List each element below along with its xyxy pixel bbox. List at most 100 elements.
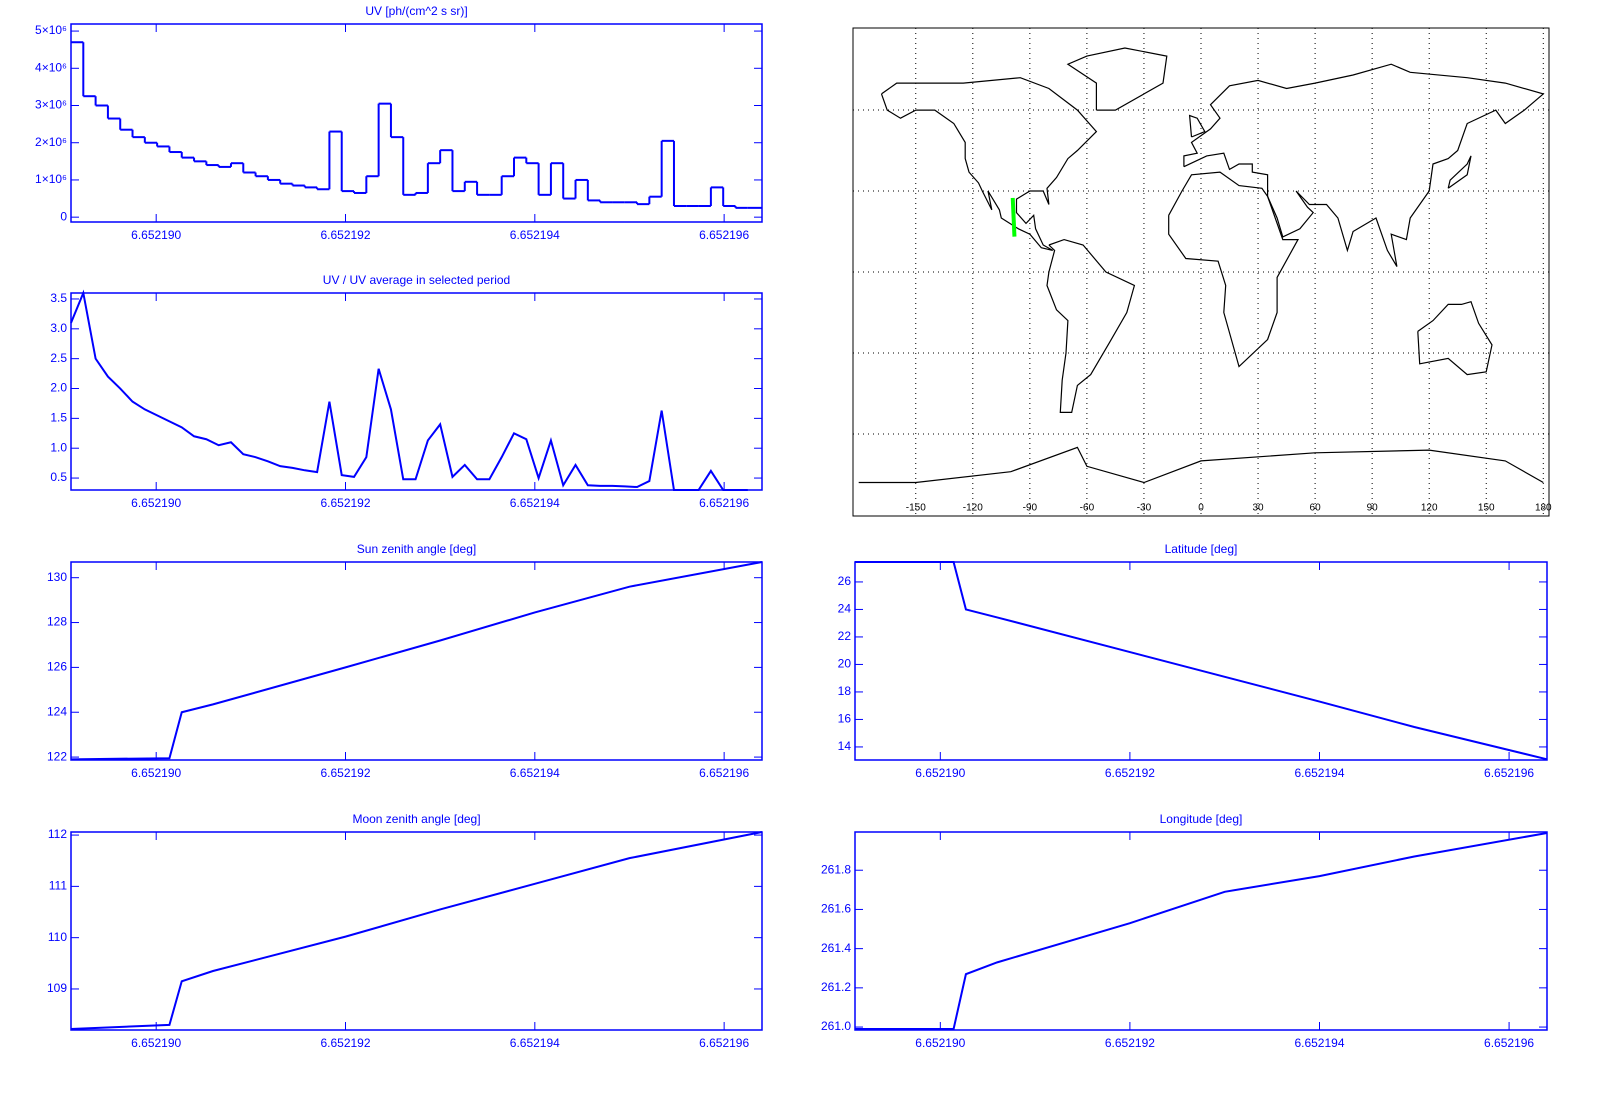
chart-title: Longitude [deg] xyxy=(1160,812,1243,826)
x-tick-label: 6.652194 xyxy=(510,496,560,510)
y-tick-label: 4×10⁶ xyxy=(35,60,67,74)
plot-frame xyxy=(854,561,1548,761)
y-tick-label: 1.5 xyxy=(50,411,67,425)
coastline xyxy=(858,446,1544,484)
y-tick-label: 5×10⁶ xyxy=(35,23,67,37)
y-tick-label: 2×10⁶ xyxy=(35,135,67,149)
data-line xyxy=(855,561,1548,761)
x-tick-label: 6.652196 xyxy=(1484,1036,1534,1050)
data-line xyxy=(855,831,1548,1031)
y-tick-label: 109 xyxy=(47,981,67,995)
x-tick-label: -60 xyxy=(1080,503,1095,514)
x-tick-label: 6.652192 xyxy=(320,766,370,780)
data-line xyxy=(70,831,763,1030)
data-line xyxy=(70,561,763,761)
x-tick-label: 6.652196 xyxy=(1484,766,1534,780)
y-tick-label: 2.5 xyxy=(50,351,67,365)
orbit-track xyxy=(1010,197,1017,237)
y-tick-label: 110 xyxy=(48,930,67,944)
data-line xyxy=(70,289,748,491)
chart-title: Sun zenith angle [deg] xyxy=(357,542,476,556)
x-tick-label: 6.652192 xyxy=(1105,766,1155,780)
x-tick-label: 6.652190 xyxy=(131,1036,181,1050)
x-tick-label: 6.652192 xyxy=(320,1036,370,1050)
x-tick-label: 30 xyxy=(1252,503,1264,514)
plot-frame xyxy=(70,561,763,761)
x-tick-label: 6.652196 xyxy=(699,496,749,510)
x-tick-label: 6.652190 xyxy=(915,766,965,780)
coastline xyxy=(1417,300,1493,376)
y-tick-label: 1.0 xyxy=(50,440,67,454)
x-tick-label: 6.652190 xyxy=(915,1036,965,1050)
y-tick-label: 3.5 xyxy=(50,291,67,305)
x-tick-label: 6.652196 xyxy=(699,1036,749,1050)
x-tick-label: 150 xyxy=(1478,503,1495,514)
x-tick-label: 0 xyxy=(1198,503,1204,514)
x-tick-label: 180 xyxy=(1535,503,1552,514)
coastline xyxy=(1183,63,1545,267)
x-tick-label: 6.652194 xyxy=(510,766,560,780)
x-tick-label: 6.652196 xyxy=(699,228,749,242)
x-tick-label: 6.652192 xyxy=(320,496,370,510)
y-tick-label: 261.2 xyxy=(821,980,851,994)
x-tick-label: 6.652190 xyxy=(131,766,181,780)
y-tick-label: 124 xyxy=(47,704,67,718)
coastline xyxy=(1066,47,1168,111)
coastline xyxy=(1188,114,1206,138)
y-tick-label: 112 xyxy=(48,827,67,841)
x-tick-label: -150 xyxy=(906,503,926,514)
chart-title: UV [ph/(cm^2 s sr)] xyxy=(365,4,467,18)
plot-frame xyxy=(70,831,763,1031)
y-tick-label: 0.5 xyxy=(50,470,67,484)
x-tick-label: 90 xyxy=(1367,503,1379,514)
x-tick-label: 6.652196 xyxy=(699,766,749,780)
y-tick-label: 261.4 xyxy=(821,941,851,955)
y-tick-label: 111 xyxy=(49,879,68,893)
chart-title: Moon zenith angle [deg] xyxy=(352,812,480,826)
x-tick-label: 6.652190 xyxy=(131,496,181,510)
coastline xyxy=(1168,171,1300,368)
x-tick-label: -90 xyxy=(1023,503,1038,514)
y-tick-label: 0 xyxy=(60,209,67,223)
x-tick-label: 6.652194 xyxy=(1294,766,1344,780)
coastline xyxy=(1447,155,1472,189)
x-tick-label: -30 xyxy=(1137,503,1152,514)
x-tick-label: 6.652192 xyxy=(320,228,370,242)
plot-frame xyxy=(70,23,763,223)
y-tick-label: 26 xyxy=(838,574,852,588)
chart-title: Latitude [deg] xyxy=(1165,542,1238,556)
y-tick-label: 20 xyxy=(838,657,852,671)
y-tick-label: 2.0 xyxy=(50,381,67,395)
x-tick-label: 120 xyxy=(1421,503,1438,514)
coastline xyxy=(880,77,1098,251)
y-tick-label: 261.8 xyxy=(821,862,851,876)
y-tick-label: 128 xyxy=(47,615,67,629)
y-tick-label: 14 xyxy=(838,739,852,753)
y-tick-label: 3.0 xyxy=(50,321,67,335)
y-tick-label: 261.0 xyxy=(821,1019,851,1033)
x-tick-label: 60 xyxy=(1310,503,1322,514)
coastline xyxy=(1046,238,1136,413)
x-tick-label: 6.652194 xyxy=(1294,1036,1344,1050)
y-tick-label: 261.6 xyxy=(821,902,851,916)
x-tick-label: 6.652190 xyxy=(131,228,181,242)
y-tick-label: 126 xyxy=(47,660,67,674)
x-tick-label: -120 xyxy=(963,503,983,514)
chart-title: UV / UV average in selected period xyxy=(323,273,510,287)
plot-frame xyxy=(70,292,763,491)
y-tick-label: 18 xyxy=(838,684,852,698)
x-tick-label: 6.652194 xyxy=(510,1036,560,1050)
plot-frame xyxy=(854,831,1548,1031)
plot-frame xyxy=(852,27,1550,517)
x-tick-label: 6.652192 xyxy=(1105,1036,1155,1050)
y-tick-label: 3×10⁶ xyxy=(35,98,67,112)
y-tick-label: 22 xyxy=(838,629,852,643)
y-tick-label: 122 xyxy=(47,749,67,763)
y-tick-label: 1×10⁶ xyxy=(35,172,67,186)
y-tick-label: 16 xyxy=(838,712,852,726)
y-tick-label: 130 xyxy=(47,570,67,584)
y-tick-label: 24 xyxy=(838,602,852,616)
x-tick-label: 6.652194 xyxy=(510,228,560,242)
